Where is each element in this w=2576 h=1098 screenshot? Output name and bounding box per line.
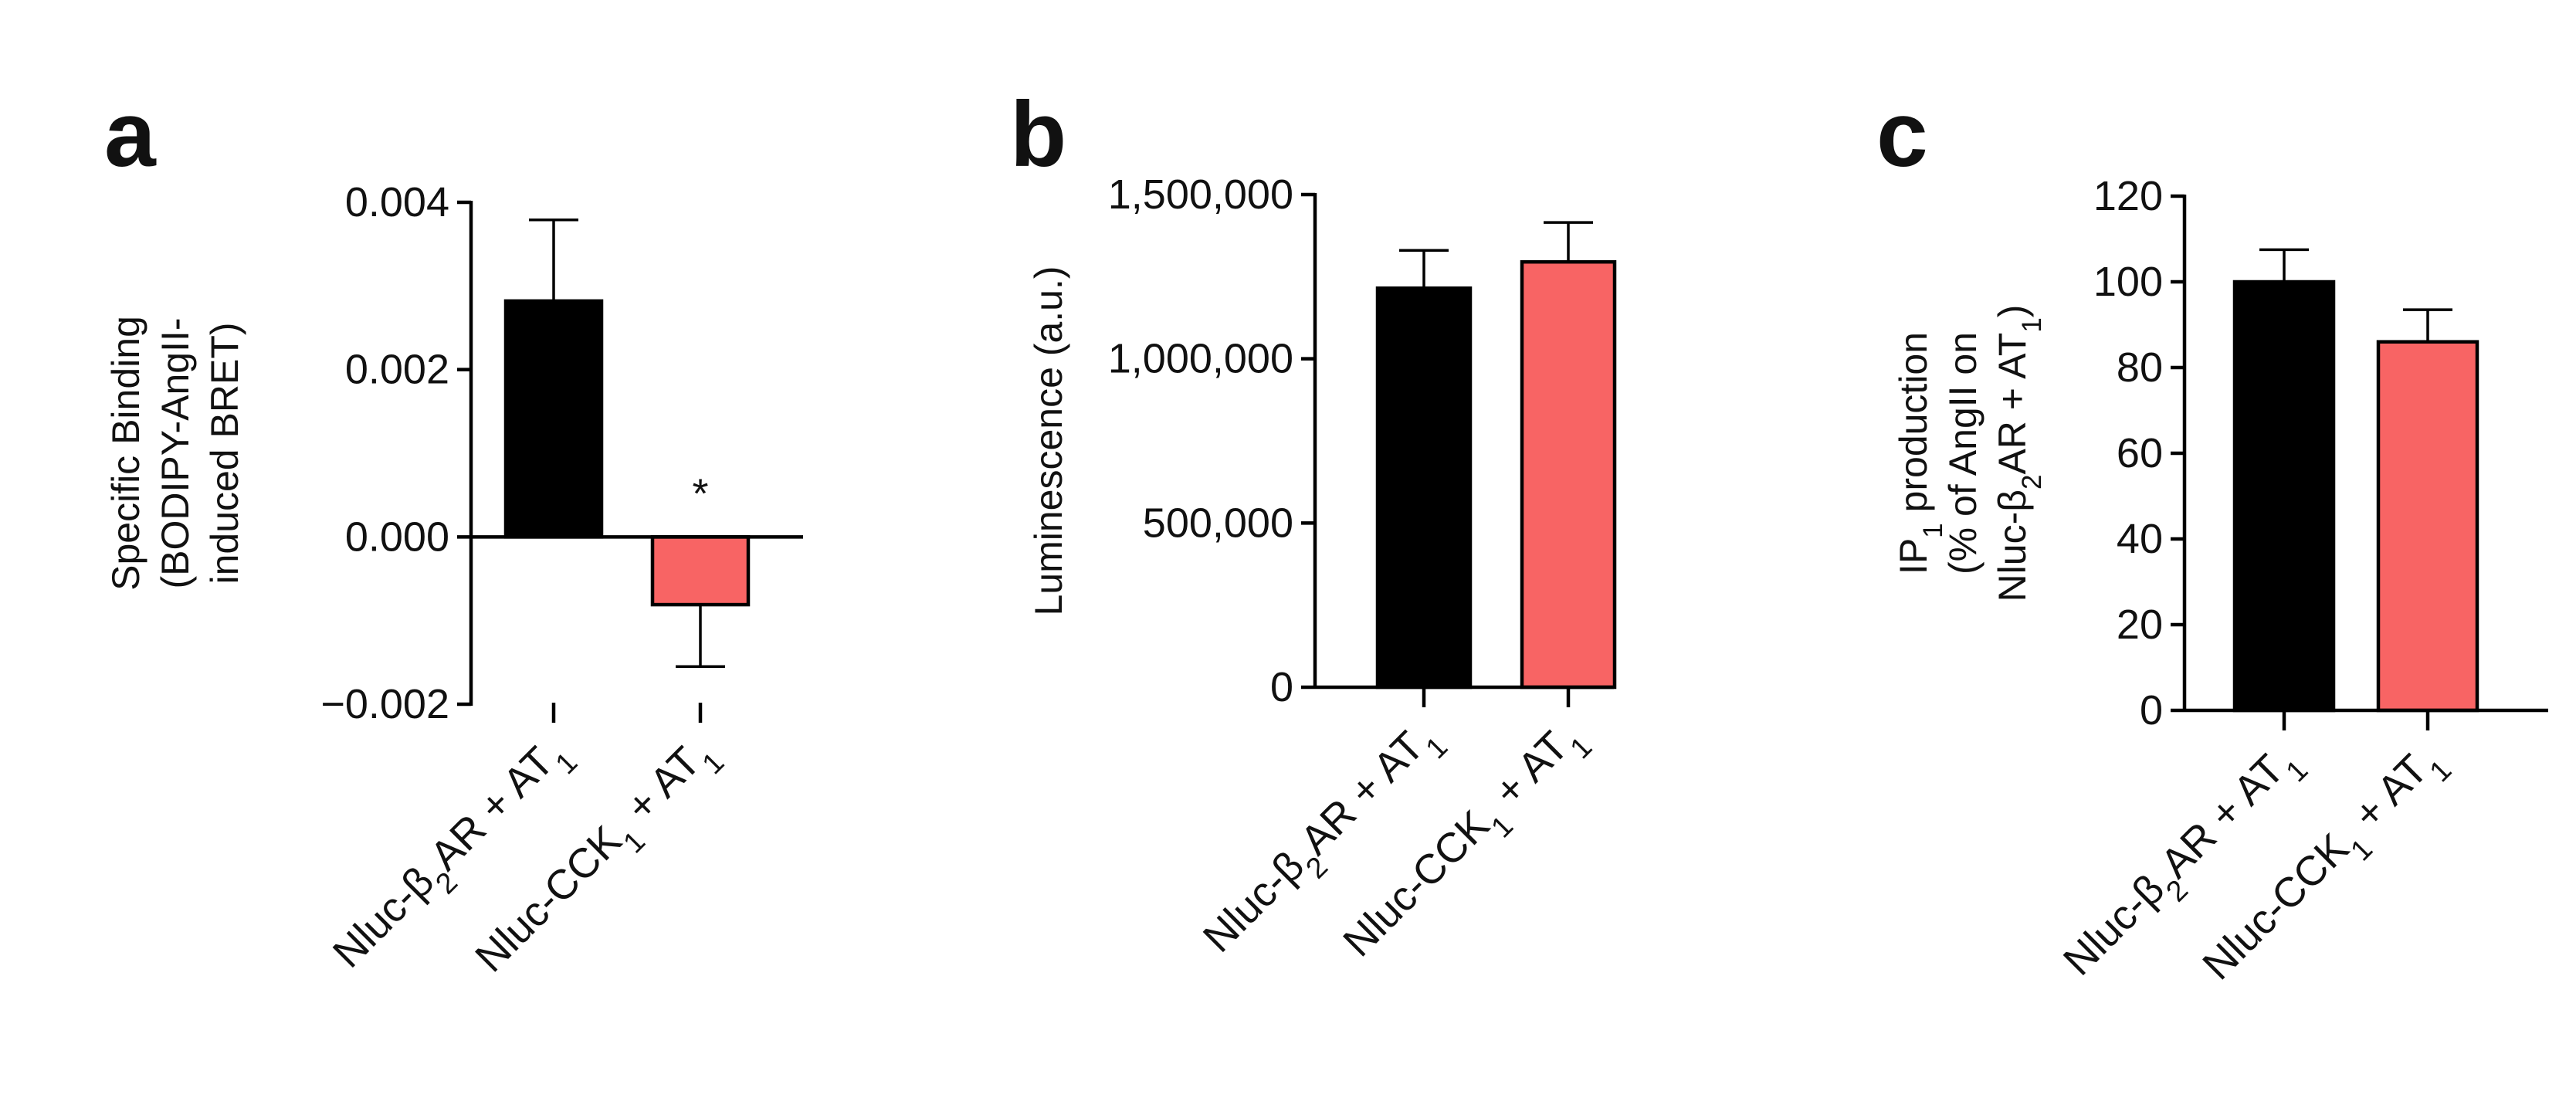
panel-letter-c: c	[1876, 83, 1928, 186]
category-label-b-1: Nluc-β2AR + AT1	[1195, 711, 1454, 971]
significance-marker: *	[692, 470, 708, 517]
y-tick-label-c: 20	[2117, 602, 2163, 648]
y-tick-label-a: −0.002	[320, 681, 449, 727]
error-bar-c-2	[2403, 308, 2452, 342]
error-bar-c-1	[2259, 248, 2309, 282]
y-tick-label-a: 0.000	[345, 513, 449, 560]
y-tick-label-c: 120	[2093, 173, 2163, 219]
panel-letter-a: a	[104, 83, 157, 186]
error-bar-b-1	[1399, 249, 1449, 289]
y-tick-label-a: 0.002	[345, 347, 449, 393]
y-tick-label-b: 1,500,000	[1108, 171, 1293, 218]
y-tick-label-c: 100	[2093, 259, 2163, 305]
y-axis-label-a-line3: induced BRET)	[203, 322, 246, 584]
y-tick-label-c: 40	[2117, 516, 2163, 562]
bar-b-2	[1520, 259, 1617, 690]
bar-a-2	[650, 535, 751, 607]
error-bar-b-2	[1544, 221, 1593, 263]
y-tick-label-c: 0	[2140, 687, 2163, 734]
y-axis-label-c-line1: IP1 production	[1892, 332, 1948, 574]
y-tick-label-c: 60	[2117, 430, 2163, 476]
y-axis-label-c-line2: (% of AngII on	[1941, 332, 1985, 574]
bar-c-2	[2376, 340, 2479, 713]
category-label-a-1: Nluc-β2AR + AT1	[324, 727, 584, 986]
panel-letter-b: b	[1010, 83, 1066, 186]
y-tick-label-b: 1,000,000	[1108, 336, 1293, 382]
y-tick-label-c: 80	[2117, 344, 2163, 391]
error-bar-a-1	[529, 219, 578, 301]
y-tick-label-a: 0.004	[345, 179, 449, 225]
category-label-c-1: Nluc-β2AR + AT1	[2055, 734, 2314, 994]
error-bar-a-2	[676, 605, 725, 668]
y-axis-label-b-line1: Luminescence (a.u.)	[1027, 266, 1070, 615]
bar-a-1	[503, 299, 604, 539]
y-axis-label-a-line2: (BODIPY-AngII-	[154, 317, 197, 588]
y-tick-label-b: 0	[1270, 664, 1293, 710]
bar-b-1	[1375, 286, 1473, 690]
panel-b: b 0 500,000 1,000,000 1,500,000 Nluc-β2AR + …	[1010, 83, 1617, 971]
y-axis-label-c-line3: Nluc-β2AR + AT1)	[1991, 305, 2047, 602]
y-tick-label-b: 500,000	[1143, 500, 1293, 546]
plot-b: 0 500,000 1,000,000 1,500,000 Nluc-β2AR + AT…	[1027, 171, 1617, 971]
bar-c-1	[2232, 280, 2336, 713]
y-axis-label-a-line1: Specific Binding	[104, 316, 147, 591]
